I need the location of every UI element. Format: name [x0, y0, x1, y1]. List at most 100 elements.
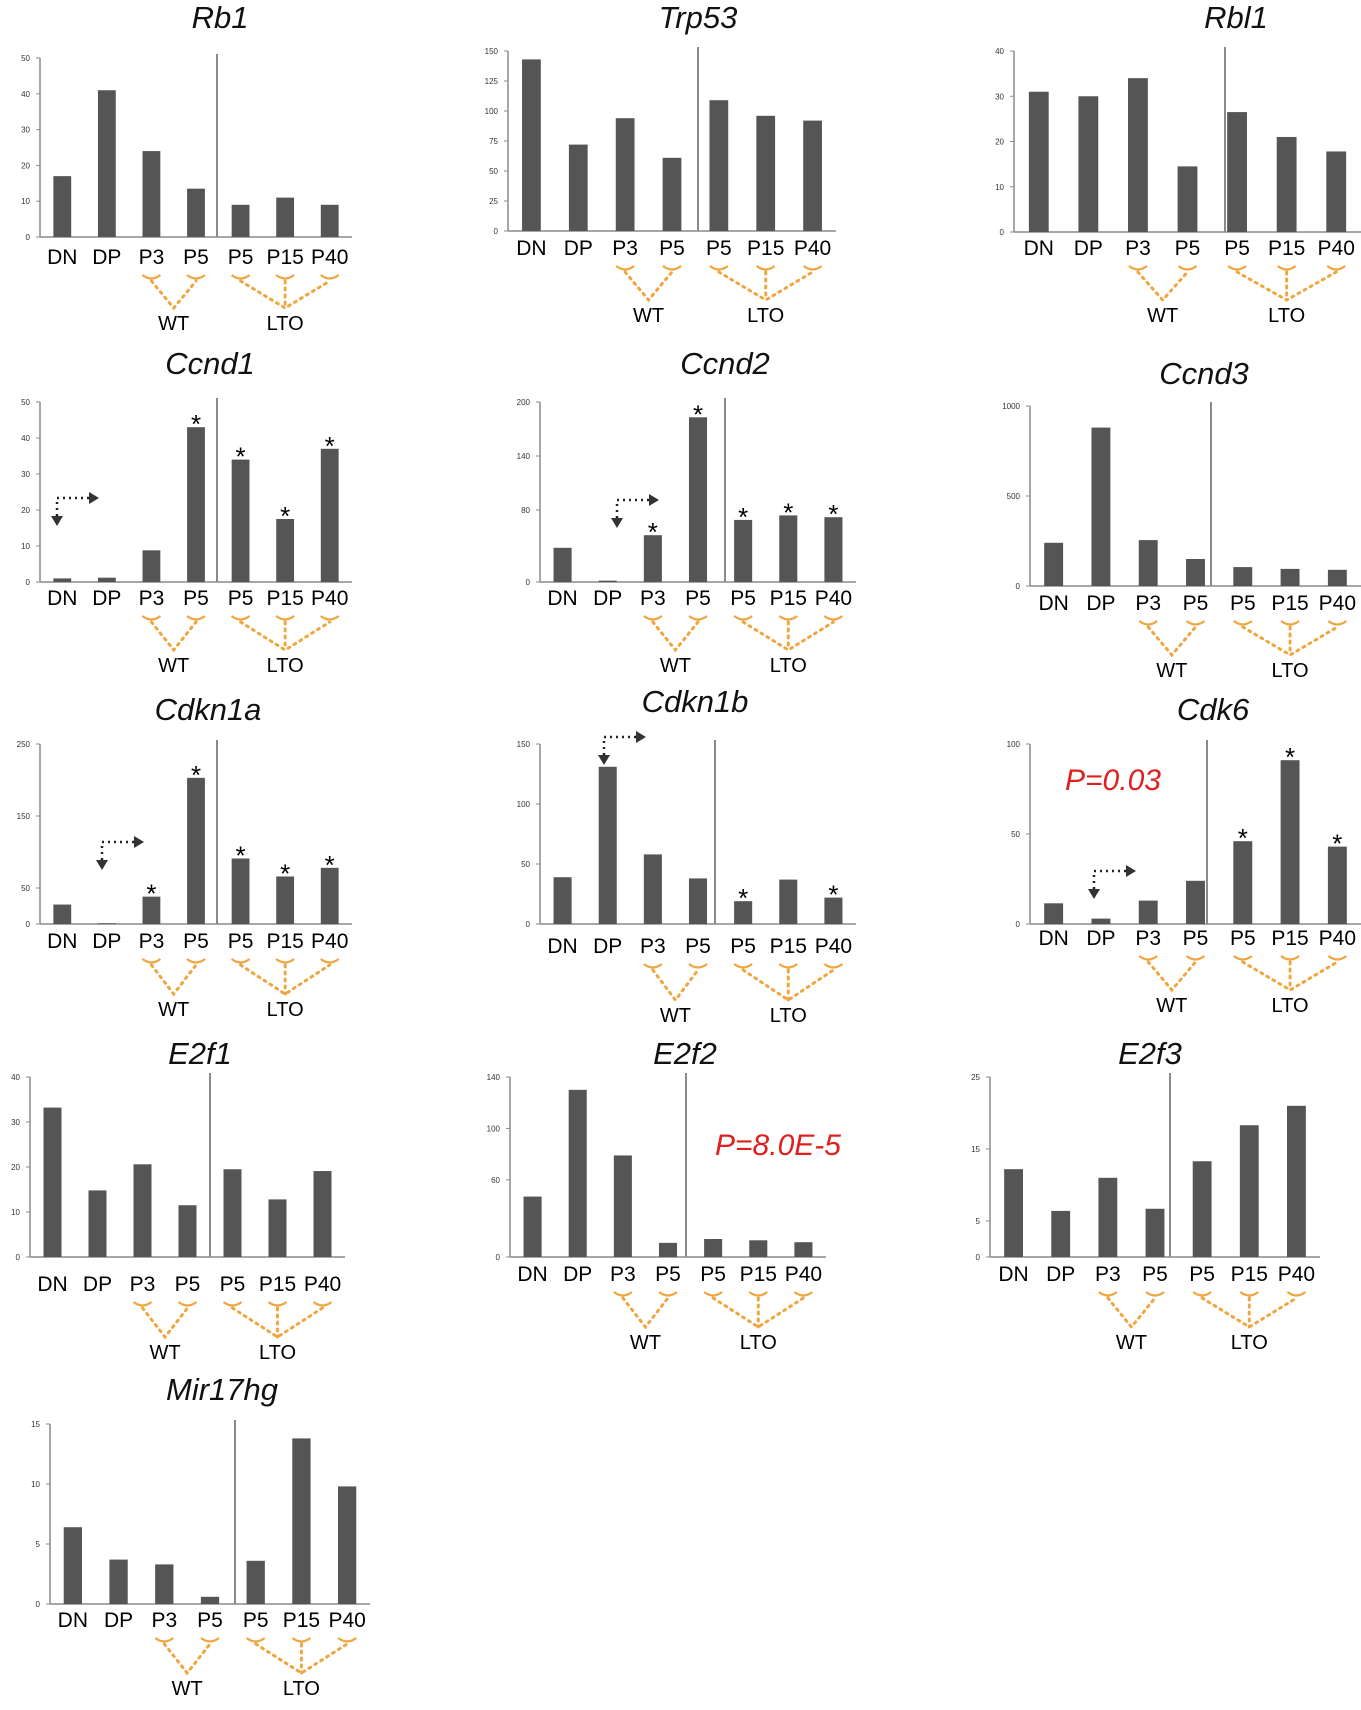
- group-bracket: [658, 1291, 678, 1297]
- category-label: P15: [770, 587, 807, 610]
- group-bracket: [154, 1637, 174, 1643]
- group-bracket: [230, 615, 251, 621]
- category-label: P15: [266, 587, 303, 610]
- group-bracket: [733, 615, 753, 621]
- wt-connector: [162, 1642, 212, 1676]
- category-label: P40: [794, 237, 831, 260]
- group-bracket: [643, 963, 663, 969]
- category-label: P3: [139, 930, 165, 953]
- bar-p5: [1177, 166, 1198, 232]
- category-label: P3: [1135, 592, 1161, 615]
- group-bracket: [793, 1291, 814, 1297]
- arrow-head-down: [51, 516, 63, 526]
- y-tick-label: 50: [1011, 830, 1020, 839]
- significance-asterisk: *: [738, 502, 748, 532]
- bar-p5: [709, 100, 729, 231]
- category-label: DP: [593, 935, 622, 958]
- group-label-lto: LTO: [267, 655, 304, 677]
- lto-connector: [231, 1306, 324, 1339]
- category-label: P40: [785, 1263, 822, 1286]
- chart-panel-8: Cdkn1b 0 50 100 150 DN DP P3 P5 P5 P15 P40 * * WT LTO: [517, 684, 856, 1027]
- category-label: P5: [659, 237, 685, 260]
- group-bracket: [267, 1301, 288, 1307]
- y-tick-label: 50: [21, 54, 30, 63]
- category-label: DP: [1074, 237, 1103, 260]
- bar-p40: [1327, 846, 1347, 924]
- group-bracket: [275, 615, 295, 621]
- group-label-lto: LTO: [770, 655, 807, 677]
- group-bracket: [1326, 265, 1346, 271]
- group-bracket: [733, 963, 753, 969]
- lto-connector: [741, 968, 835, 1002]
- chart-title: Ccnd1: [165, 346, 255, 381]
- bar-p40: [320, 867, 339, 924]
- group-bracket: [802, 265, 823, 271]
- significance-asterisk: *: [1238, 823, 1248, 853]
- category-label: P3: [139, 587, 165, 610]
- arrow-head-down: [611, 518, 623, 528]
- category-label: P5: [706, 237, 732, 260]
- wt-connector: [623, 270, 674, 303]
- y-tick-label: 0: [526, 920, 531, 929]
- bar-p3: [155, 1564, 174, 1604]
- bar-p5: [1233, 567, 1253, 586]
- category-label: P15: [770, 935, 807, 958]
- category-label: P15: [1271, 592, 1308, 615]
- bar-p15: [756, 115, 776, 231]
- category-label: DN: [1038, 592, 1068, 615]
- group-bracket: [1233, 955, 1253, 961]
- category-label: P3: [640, 587, 666, 610]
- bar-p15: [292, 1438, 311, 1604]
- category-label: P5: [243, 1609, 269, 1632]
- group-bracket: [177, 1301, 198, 1307]
- group-bracket: [688, 963, 708, 969]
- significance-asterisk: *: [325, 431, 335, 461]
- bar-p15: [1239, 1125, 1259, 1257]
- bar-p5: [1186, 880, 1205, 924]
- chart-title: Trp53: [659, 0, 738, 35]
- chart-title: Mir17hg: [166, 1372, 278, 1407]
- bar-p5: [688, 878, 708, 924]
- category-label: P40: [1278, 1263, 1315, 1286]
- group-bracket: [778, 963, 798, 969]
- chart-title: Cdk6: [1177, 692, 1250, 727]
- bar-p3: [1098, 1177, 1118, 1257]
- category-label: DP: [104, 1609, 133, 1632]
- chart-panel-5: Ccnd2 0 80 140 200 DN DP P3 P5 P5 P15 P40 * * * * * WT LTO: [517, 346, 856, 677]
- chart-title: E2f1: [168, 1036, 232, 1071]
- chart-title: Cdkn1b: [642, 684, 749, 719]
- y-tick-label: 5: [36, 1540, 41, 1549]
- lto-connector: [1235, 270, 1338, 302]
- group-bracket: [132, 1301, 153, 1307]
- lto-connector: [711, 1296, 805, 1329]
- group-label-wt: WT: [172, 1678, 203, 1700]
- bar-p5: [734, 519, 753, 582]
- bar-p3: [1138, 540, 1158, 586]
- bar-p15: [276, 197, 295, 237]
- group-label-lto: LTO: [283, 1678, 320, 1700]
- group-bracket: [1327, 620, 1348, 626]
- y-tick-label: 30: [21, 126, 30, 135]
- significance-asterisk: *: [648, 517, 658, 547]
- group-bracket: [613, 1291, 633, 1297]
- y-tick-label: 140: [517, 452, 531, 461]
- bar-dp: [88, 1190, 107, 1257]
- bar-p3: [142, 896, 161, 924]
- arrow-head-down: [598, 755, 610, 765]
- significance-asterisk: *: [236, 442, 246, 472]
- y-tick-label: 40: [11, 1073, 20, 1082]
- bar-p5: [231, 204, 250, 237]
- y-tick-label: 1000: [1002, 402, 1020, 411]
- y-tick-label: 0: [976, 1253, 981, 1262]
- arrow-head-down: [1088, 889, 1100, 899]
- group-bracket: [275, 958, 295, 964]
- group-bracket: [1239, 1291, 1259, 1297]
- y-tick-label: 0: [526, 578, 531, 587]
- group-label-lto: LTO: [740, 1332, 777, 1354]
- bar-dn: [43, 1107, 62, 1257]
- category-label: P5: [228, 587, 254, 610]
- significance-asterisk: *: [280, 501, 290, 531]
- chart-title: Rb1: [192, 0, 249, 35]
- y-tick-label: 10: [11, 1208, 20, 1217]
- wt-connector: [651, 620, 700, 653]
